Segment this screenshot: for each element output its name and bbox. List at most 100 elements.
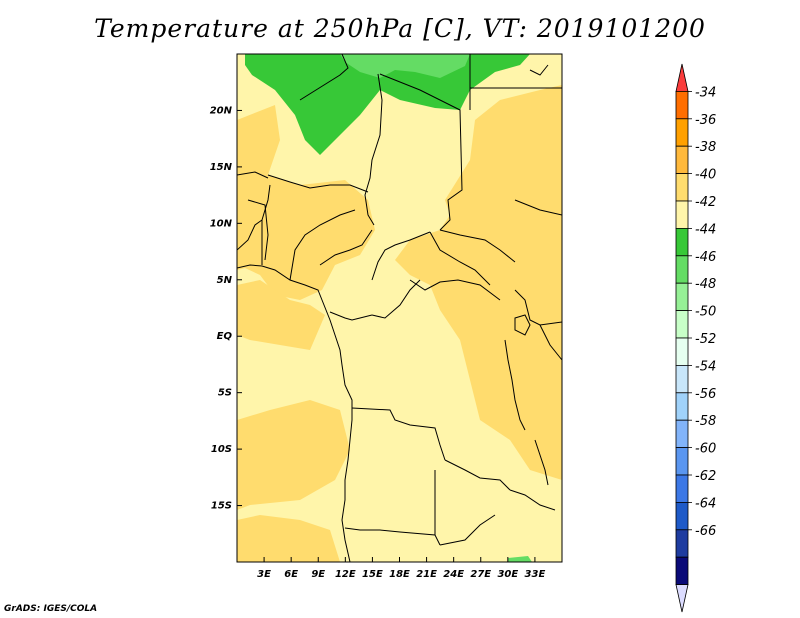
colorbar-swatch: [675, 145, 689, 174]
border-libya-niger: [364, 73, 383, 226]
colorbar-swatch: [675, 501, 689, 531]
colorbar-swatch: [675, 310, 689, 339]
colorbar-swatch: [675, 337, 689, 366]
region-light-green-south: [508, 556, 532, 562]
border-south-sudan-drc: [409, 279, 501, 301]
region-west-sahel: [237, 105, 375, 300]
colorbar-label: -56: [695, 387, 716, 402]
border-zambia-zimbabwe: [439, 514, 496, 546]
colorbar-swatch: [675, 173, 689, 202]
lat-tick-label: 5S: [218, 388, 232, 399]
colorbar-label: -50: [695, 305, 716, 320]
colorbar: -34 -36 -38 -40 -42 -44 -46 -48 -50 -52 -54 -56 -58 -…: [675, 63, 716, 613]
border-cameroon-car: [371, 231, 431, 281]
region-south-atlantic-tail: [237, 515, 340, 562]
colorbar-label: -40: [695, 168, 716, 183]
colorbar-label: -38: [695, 140, 716, 155]
map-title: Temperature at 250hPa [C], VT: 201910120…: [94, 14, 706, 43]
border-tanzania-mozambique: [509, 489, 556, 511]
lat-tick-label: 5N: [217, 275, 233, 286]
colorbar-swatch: [675, 227, 689, 257]
lon-tick-label: 12E: [335, 569, 356, 580]
lon-tick-label: 9E: [311, 569, 325, 580]
lon-tick-label: 27E: [470, 569, 491, 580]
colorbar-label: -42: [695, 195, 716, 210]
border-west-b: [247, 199, 269, 261]
lon-tick-label: 15E: [362, 569, 383, 580]
border-drc-angola: [351, 407, 446, 461]
lon-tick-label: 24E: [443, 569, 464, 580]
colorbar-label: -48: [695, 277, 716, 292]
colorbar-label: -34: [695, 85, 716, 100]
border-car-sudan: [429, 231, 491, 286]
border-libya-algeria: [299, 54, 349, 101]
region-west-africa-coast: [237, 280, 325, 350]
border-west-a: [237, 184, 271, 251]
country-borders: [237, 54, 562, 546]
lat-tick-label: EQ: [217, 331, 233, 342]
grads-credit: GrADS: IGES/COLA: [4, 604, 98, 614]
lon-tick-label: 6E: [284, 569, 298, 580]
colorbar-bottom-arrow: [675, 584, 689, 613]
colorbar-swatch: [675, 282, 689, 312]
lat-tick-label: 15S: [211, 501, 232, 512]
colorbar-label: -58: [695, 414, 716, 429]
border-sudan-south-sudan: [439, 229, 516, 263]
region-south-atlantic: [237, 400, 350, 510]
colorbar-swatch: [675, 118, 689, 147]
border-tanzania-kenya: [539, 324, 562, 361]
colorbar-swatch: [675, 556, 689, 586]
lon-tick-label: 21E: [416, 569, 437, 580]
colorbar-swatch: [675, 529, 689, 558]
border-uganda-kenya: [514, 289, 562, 326]
colorbar-swatch: [675, 392, 689, 421]
colorbar-label: -36: [695, 113, 716, 128]
colorbar-label: -64: [695, 496, 716, 511]
colorbar-label: -66: [695, 524, 716, 539]
colorbar-swatch: [675, 255, 689, 284]
region-green-sahara: [245, 54, 530, 155]
border-mali-niger: [267, 174, 369, 193]
coastline-west-africa: [237, 264, 353, 562]
colorbar-swatch: [675, 447, 689, 476]
colorbar-label: -54: [695, 359, 716, 374]
border-great-lakes: [504, 339, 526, 431]
colorbar-swatch: [675, 91, 689, 120]
temperature-field: [237, 54, 562, 562]
colorbar-swatch: [675, 474, 689, 503]
colorbar-label: -46: [695, 250, 716, 265]
border-libya-chad: [379, 73, 463, 231]
lat-tick-label: 15N: [210, 162, 233, 173]
coastline: [237, 64, 549, 562]
lon-tick-label: 33E: [525, 569, 546, 580]
lat-tick-label: 10N: [210, 218, 233, 229]
border-burkina: [237, 171, 269, 179]
border-nigeria-cameroon: [319, 229, 373, 266]
lon-tick-label: 30E: [497, 569, 518, 580]
lat-tick-label: 10S: [211, 444, 232, 455]
colorbar-swatch: [675, 419, 689, 449]
colorbar-swatch: [675, 364, 689, 394]
border-mozambique-malawi: [534, 439, 549, 486]
region-east-africa: [395, 85, 562, 480]
border-congo-drc: [371, 279, 421, 319]
colorbar-label: -60: [695, 442, 716, 457]
region-light-green-sahara: [340, 54, 470, 78]
colorbar-label: -44: [695, 222, 716, 237]
border-angola-namibia: [344, 527, 441, 546]
coastline-red-sea: [529, 64, 549, 76]
colorbar-label: -52: [695, 332, 716, 347]
lat-tick-label: 20N: [210, 105, 233, 116]
border-lake-victoria: [514, 314, 531, 336]
border-drc-zambia: [444, 459, 511, 491]
colorbar-swatch: [675, 200, 689, 229]
border-gabon-congo: [329, 311, 373, 321]
border-nigeria-benin: [289, 209, 356, 281]
lon-tick-label: 3E: [257, 569, 271, 580]
lon-tick-label: 18E: [389, 569, 410, 580]
colorbar-label: -62: [695, 469, 716, 484]
colorbar-top-arrow: [675, 63, 689, 92]
border-ethiopia: [514, 199, 562, 216]
longitude-axis: 3E 6E 9E 12E 15E 18E 21E 24E 27E 30E 33E: [257, 557, 545, 580]
